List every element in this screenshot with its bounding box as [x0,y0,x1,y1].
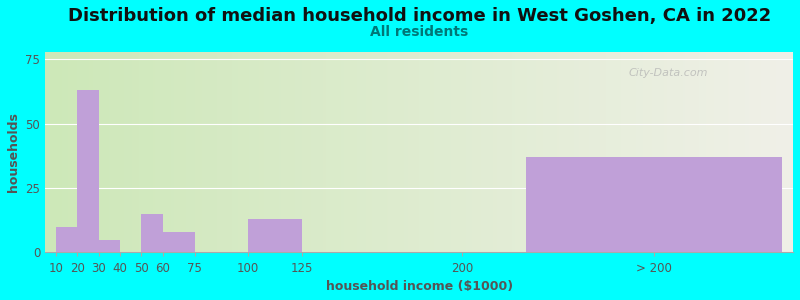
Bar [526,157,782,253]
Bar [78,90,98,253]
Bar [162,232,195,253]
Title: Distribution of median household income in West Goshen, CA in 2022: Distribution of median household income … [67,7,770,25]
Bar [248,219,302,253]
Text: All residents: All residents [370,26,468,39]
Text: City-Data.com: City-Data.com [629,68,708,78]
Bar [142,214,162,253]
Bar [98,240,120,253]
Bar [56,227,78,253]
Y-axis label: households: households [7,112,20,192]
X-axis label: household income ($1000): household income ($1000) [326,280,513,293]
